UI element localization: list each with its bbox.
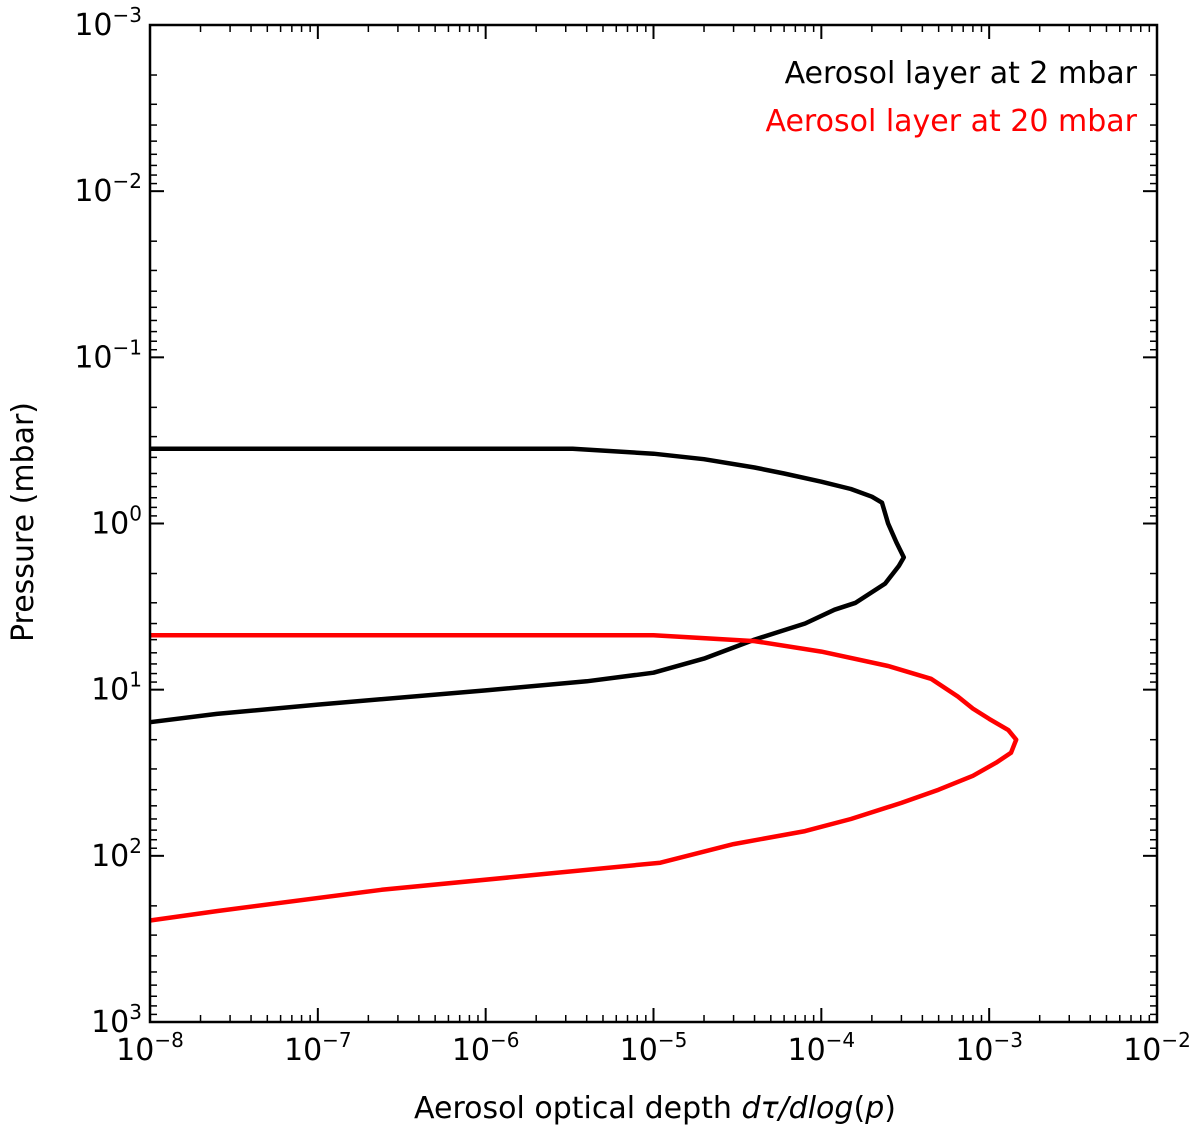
x-tick-label: 10−2 [1123,1028,1191,1068]
y-tick-label: 10−3 [74,3,142,43]
y-tick-label: 103 [91,1000,142,1040]
series-line-2 [149,632,1019,923]
series-line-1 [149,446,907,725]
x-tick-label: 10−6 [452,1028,520,1068]
legend: Aerosol layer at 2 mbar Aerosol layer at … [765,56,1137,139]
legend-entry-1: Aerosol layer at 2 mbar [785,56,1138,91]
ticks [149,24,1158,1023]
x-axis-label: Aerosol optical depth dτ/dlog(p) [414,1091,896,1126]
y-tick-label: 10−2 [74,169,142,209]
y-tick-label: 102 [91,834,142,874]
series-group [149,446,1019,923]
y-tick-label: 101 [91,668,142,708]
plot-frame [148,23,1159,1024]
x-tick-label: 10−7 [284,1028,352,1068]
y-tick-label: 100 [91,502,142,542]
x-tick-label: 10−8 [116,1028,184,1068]
y-tick-label: 10−1 [74,335,142,375]
y-axis-label: Pressure (mbar) [6,402,41,642]
x-tick-label: 10−4 [787,1028,855,1068]
legend-entry-2: Aerosol layer at 20 mbar [765,104,1137,139]
x-tick-label: 10−3 [955,1028,1023,1068]
x-tick-label: 10−5 [620,1028,688,1068]
tick-labels: 10−8 10−7 10−6 10−5 10−4 10−3 10−2 10−3 10−2 10−1… [74,3,1191,1068]
